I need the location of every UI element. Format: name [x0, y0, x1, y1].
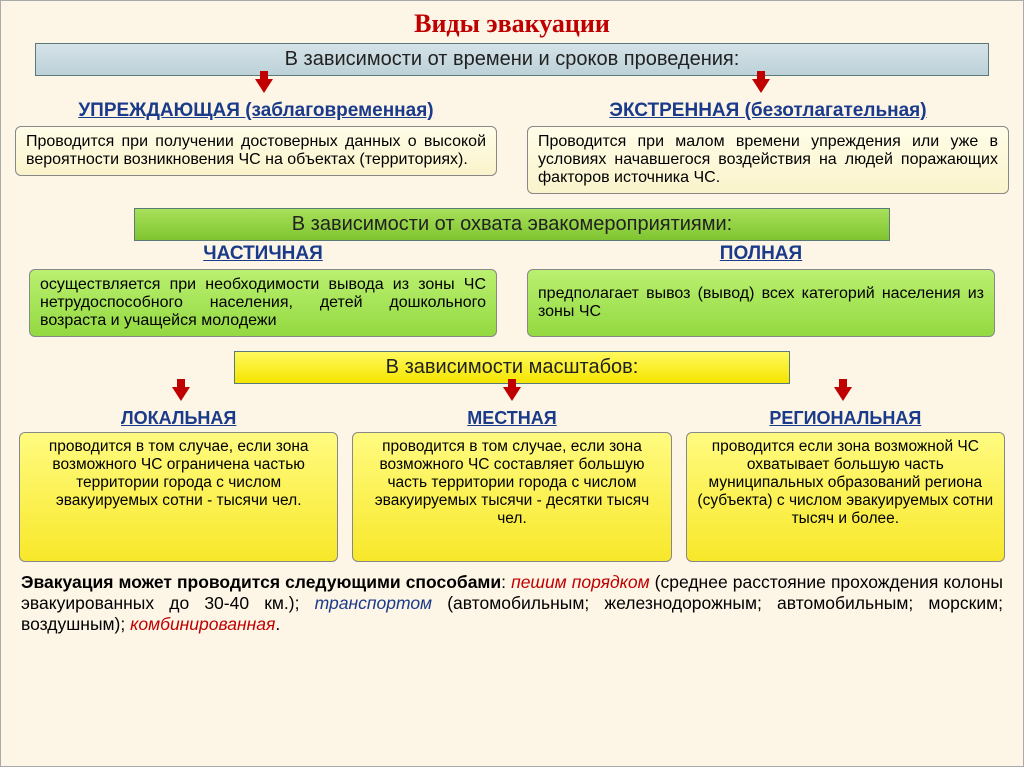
row-coverage-types: осуществляется при необходимости вывода … — [15, 269, 1009, 337]
desc-local: проводится в том случае, если зона возмо… — [19, 432, 338, 562]
arrow-down-icon — [752, 79, 770, 93]
row-scale-types: ЛОКАЛЬНАЯ проводится в том случае, если … — [15, 408, 1009, 562]
subtitle-regional: РЕГИОНАЛЬНАЯ — [769, 408, 921, 429]
desc-emergency: Проводится при малом времени упреждения … — [527, 126, 1009, 194]
desc-partial: осуществляется при необходимости вывода … — [29, 269, 497, 337]
subtitle-city: МЕСТНАЯ — [467, 408, 556, 429]
footer-methods: Эвакуация может проводится следующими сп… — [15, 572, 1009, 635]
row-time-types: УПРЕЖДАЮЩАЯ (заблаговременная) Проводитс… — [15, 98, 1009, 194]
subtitle-partial: ЧАСТИЧНАЯ — [29, 243, 497, 265]
subtitle-full: ПОЛНАЯ — [527, 243, 995, 265]
subtitle-local: ЛОКАЛЬНАЯ — [121, 408, 236, 429]
category-bar-coverage: В зависимости от охвата эвакомероприятия… — [134, 208, 889, 241]
main-title: Виды эвакуации — [15, 9, 1009, 39]
arrow-down-icon — [503, 387, 521, 401]
category-bar-time: В зависимости от времени и сроков провед… — [35, 43, 989, 76]
desc-preemptive: Проводится при получении достоверных дан… — [15, 126, 497, 176]
subtitle-preemptive: УПРЕЖДАЮЩАЯ (заблаговременная) — [78, 100, 433, 122]
arrow-down-icon — [834, 387, 852, 401]
arrow-down-icon — [172, 387, 190, 401]
desc-full: предполагает вывоз (вывод) всех категори… — [527, 269, 995, 337]
desc-regional: проводится если зона возможной ЧС охваты… — [686, 432, 1005, 562]
desc-city: проводится в том случае, если зона возмо… — [352, 432, 671, 562]
arrow-down-icon — [255, 79, 273, 93]
subtitle-emergency: ЭКСТРЕННАЯ (безотлагательная) — [609, 100, 926, 122]
